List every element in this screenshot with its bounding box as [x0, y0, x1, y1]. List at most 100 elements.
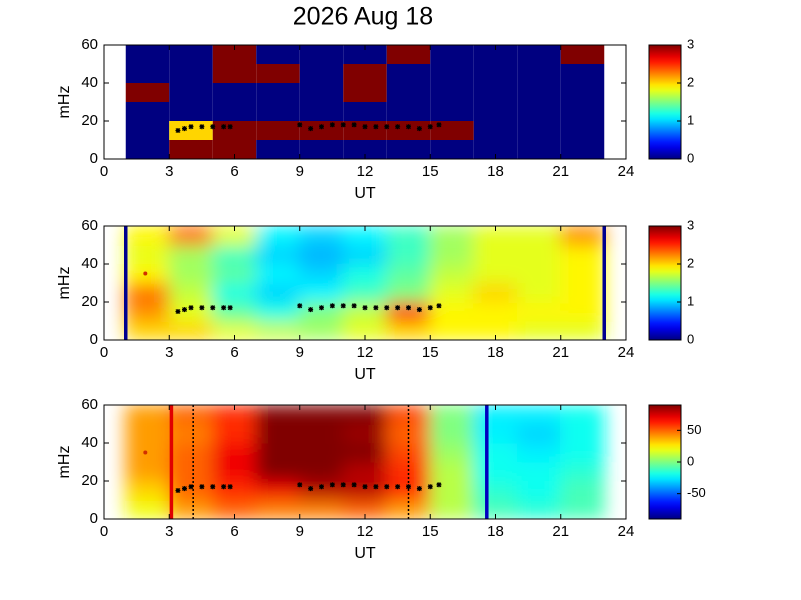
- y-tick-label: 40: [81, 74, 98, 91]
- trace-point: [210, 305, 216, 311]
- heatmap-cell: [516, 301, 562, 322]
- heatmap-cell: [212, 45, 257, 64]
- heatmap-cell: [429, 499, 475, 519]
- trace-point: [175, 309, 181, 314]
- heatmap-cell: [212, 301, 257, 322]
- heatmap: [125, 45, 605, 159]
- heatmap-cell: [473, 244, 518, 265]
- heatmap-cell: [169, 45, 213, 64]
- heatmap-cell: [473, 140, 518, 159]
- colorbar-tick-label: 3: [687, 36, 694, 51]
- heatmap-cells: [125, 226, 605, 340]
- heatmap-cell: [473, 499, 518, 519]
- heatmap-cell: [255, 244, 301, 265]
- trace-point: [340, 303, 346, 309]
- heatmap-cell: [125, 301, 170, 322]
- heatmap-cell: [386, 83, 431, 102]
- heatmap-cell: [125, 263, 170, 284]
- heatmap-cell: [343, 140, 387, 159]
- point-marker: [143, 450, 148, 455]
- y-tick-label: 0: [90, 331, 98, 348]
- heatmap-cell: [386, 64, 431, 83]
- heatmap-cell: [343, 121, 387, 140]
- heatmap-cell: [473, 121, 518, 140]
- heatmap-cell: [212, 102, 257, 121]
- x-tick-label: 9: [296, 523, 304, 540]
- colorbar-tick-label: 2: [687, 74, 694, 89]
- heatmap-cell: [386, 121, 431, 140]
- heatmap-cell: [473, 282, 518, 303]
- trace-point: [362, 484, 368, 490]
- trace-point: [395, 124, 401, 130]
- y-tick-label: 20: [81, 472, 98, 489]
- trace-point: [297, 303, 303, 309]
- heatmap-cell: [343, 64, 387, 83]
- trace-point: [384, 124, 390, 130]
- heatmap-cell: [516, 499, 562, 519]
- heatmap-cell: [560, 423, 605, 444]
- heatmap-cell: [342, 442, 388, 463]
- heatmap-cell: [560, 244, 605, 265]
- colorbar-tick-label: 50: [687, 422, 701, 437]
- trace-point: [308, 307, 314, 313]
- heatmap-cell: [168, 442, 214, 463]
- heatmap-cell: [255, 263, 301, 284]
- heatmap-cell: [125, 442, 170, 463]
- trace-point: [373, 305, 379, 311]
- heatmap-cell: [517, 121, 561, 140]
- heatmap-cell: [125, 64, 170, 83]
- heatmap-cell: [212, 442, 257, 463]
- heatmap-cell: [516, 263, 562, 284]
- y-tick-label: 0: [90, 150, 98, 167]
- trace-point: [221, 124, 227, 130]
- y-axis-label: mHz: [56, 446, 73, 479]
- heatmap-cell: [255, 282, 301, 303]
- x-tick-label: 18: [487, 163, 504, 180]
- heatmap-cell: [473, 102, 518, 121]
- trace-point: [319, 124, 324, 130]
- heatmap-cell: [125, 83, 170, 102]
- heatmap-cell: [516, 226, 562, 246]
- trace-point: [395, 484, 401, 490]
- plot-panel: 0 3 6 9 12 15 18 21 24 0 20 40 60 UT mHz -50 0 50: [56, 396, 706, 562]
- heatmap-cell: [430, 140, 474, 159]
- trace-point: [188, 305, 194, 311]
- trace-point: [329, 482, 335, 488]
- heatmap-cell: [212, 226, 257, 246]
- heatmap-cell: [560, 45, 605, 64]
- heatmap-cell: [255, 480, 301, 501]
- x-tick-label: 18: [487, 344, 504, 361]
- x-tick-label: 21: [552, 344, 569, 361]
- trace-point: [351, 303, 357, 309]
- heatmap-cell: [168, 461, 214, 482]
- heatmap-cell: [255, 226, 301, 246]
- heatmap-cell: [125, 461, 170, 482]
- heatmap-cell: [125, 320, 170, 340]
- heatmap-cell: [169, 83, 213, 102]
- heatmap-cell: [386, 102, 431, 121]
- heatmap-cell: [168, 282, 214, 303]
- trace-point: [351, 482, 357, 488]
- heatmap-cell: [125, 102, 170, 121]
- heatmap-cell: [212, 461, 257, 482]
- heatmap-cell: [342, 499, 388, 519]
- trace-point: [427, 484, 433, 490]
- trace-point: [221, 305, 227, 311]
- trace-point: [406, 484, 411, 490]
- heatmap-cell: [299, 64, 344, 83]
- y-tick-label: 40: [81, 434, 98, 451]
- trace-point: [427, 305, 433, 311]
- heatmap-cell: [212, 83, 257, 102]
- heatmap-cell: [342, 461, 388, 482]
- heatmap-cell: [255, 320, 301, 340]
- y-axis-label: mHz: [56, 86, 73, 119]
- heatmap-cell: [212, 480, 257, 501]
- heatmap-cell: [473, 461, 518, 482]
- x-tick-label: 24: [618, 523, 635, 540]
- heatmap-cell: [168, 499, 214, 519]
- x-tick-label: 9: [296, 163, 304, 180]
- heatmap-cell: [386, 263, 431, 284]
- x-tick-label: 21: [552, 163, 569, 180]
- x-tick-label: 12: [357, 344, 374, 361]
- heatmap-cell: [560, 320, 605, 340]
